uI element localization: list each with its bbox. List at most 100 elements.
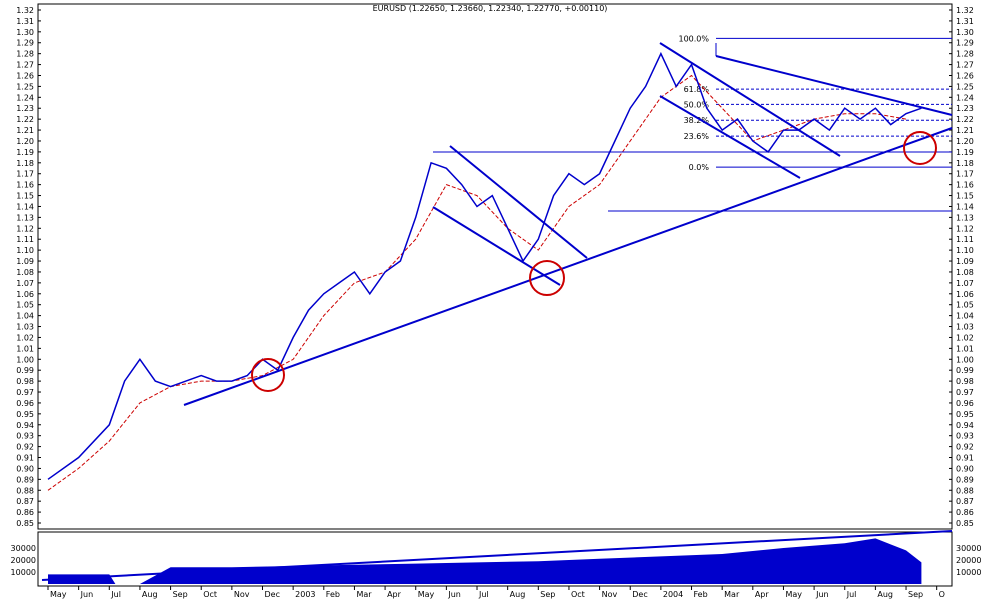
price-tick-label: 1.05 [16, 301, 34, 310]
price-tick-label: 1.10 [16, 246, 34, 255]
time-tick-label: Feb [694, 590, 708, 599]
time-tick-label: Sep [540, 590, 555, 599]
price-tick-label: 1.11 [16, 235, 34, 244]
price-tick-label: 0.97 [16, 388, 34, 397]
time-tick-label: May [418, 590, 435, 599]
price-tick-label: 1.02 [16, 333, 34, 342]
price-tick-label: 0.89 [16, 475, 34, 484]
price-tick-label: 1.32 [16, 6, 34, 15]
volume-tick-label: 10000 [956, 568, 981, 577]
fib-level-label: 0.0% [689, 163, 710, 172]
price-tick-label: 1.27 [16, 61, 34, 70]
fib-level-label: 61.8% [684, 85, 710, 94]
price-tick-label: 1.07 [16, 279, 34, 288]
price-tick-label: 1.06 [956, 290, 974, 299]
price-tick-label: 1.29 [956, 39, 974, 48]
time-tick-label: Aug [510, 590, 526, 599]
time-tick-label: Apr [755, 590, 770, 599]
volume-panel-frame [37, 531, 953, 587]
price-tick-label: 0.87 [956, 497, 974, 506]
price-tick-label: 1.08 [956, 268, 974, 277]
fib-level-label: 100.0% [678, 34, 709, 43]
moving-average-line [47, 74, 907, 491]
time-tick-label: Jun [447, 590, 461, 599]
price-tick-label: 1.23 [16, 104, 34, 113]
price-tick-label: 1.30 [16, 28, 34, 37]
price-tick-label: 1.14 [16, 202, 34, 211]
price-tick-label: 1.02 [956, 333, 974, 342]
price-tick-label: 1.20 [956, 137, 974, 146]
highlight-circles [251, 131, 937, 392]
time-tick-label: Nov [602, 590, 618, 599]
price-tick-label: 1.21 [16, 126, 34, 135]
price-tick-label: 1.28 [956, 50, 974, 59]
price-tick-label: 0.87 [16, 497, 34, 506]
volume-axis: 10000 10000 20000 20000 30000 30000 [11, 544, 982, 577]
price-tick-label: 1.00 [956, 355, 974, 364]
volume-bars [48, 538, 922, 584]
time-tick-label: Oct [571, 590, 585, 599]
trendline-triangle-upper [715, 55, 953, 116]
price-tick-label: 1.18 [956, 159, 974, 168]
price-axis-right: 0.85 0.86 0.87 0.88 0.89 0.900.91 0.92 0.93 0.94… [949, 6, 974, 528]
time-tick-label: Dec [265, 590, 280, 599]
time-tick-label: Apr [387, 590, 402, 599]
price-tick-label: 1.22 [956, 115, 974, 124]
time-tick-label: 2003 [295, 590, 315, 599]
price-tick-label: 1.26 [16, 71, 34, 80]
time-tick-label: Mar [356, 590, 372, 599]
price-tick-label: 0.86 [956, 508, 974, 517]
price-tick-label: 1.16 [16, 181, 34, 190]
price-tick-label: 1.12 [956, 224, 974, 233]
price-tick-label: 1.04 [16, 312, 34, 321]
price-tick-label: 0.92 [956, 443, 974, 452]
price-tick-label: 0.98 [16, 377, 34, 386]
time-tick-label: May [785, 590, 802, 599]
chart-title: EURUSD (1.22650, 1.23660, 1.22340, 1.227… [373, 4, 608, 13]
volume-tick-label: 30000 [11, 544, 36, 553]
price-tick-label: 1.19 [956, 148, 974, 157]
price-tick-label: 1.10 [956, 246, 974, 255]
price-tick-label: 1.28 [16, 50, 34, 59]
price-tick-label: 1.15 [16, 192, 34, 201]
price-tick-label: 1.15 [956, 192, 974, 201]
price-tick-label: 1.20 [16, 137, 34, 146]
price-tick-label: 0.89 [956, 475, 974, 484]
price-tick-label: 1.23 [956, 104, 974, 113]
fib-level-label: 38.2% [684, 116, 710, 125]
fibonacci-retracement: 100.0% 61.8% 50.0% 38.2% 23.6% 0.0% [678, 34, 952, 172]
highlight-circle-dec-2002 [251, 358, 285, 392]
time-tick-label: Jun [80, 590, 94, 599]
price-tick-label: 0.90 [956, 464, 974, 473]
price-tick-label: 0.90 [16, 464, 34, 473]
price-tick-label: 0.99 [16, 366, 34, 375]
price-tick-label: 0.93 [956, 432, 974, 441]
price-tick-label: 1.13 [956, 213, 974, 222]
price-tick-label: 1.17 [16, 170, 34, 179]
price-tick-label: 0.98 [956, 377, 974, 386]
price-tick-label: 1.09 [956, 257, 974, 266]
price-tick-label: 1.18 [16, 159, 34, 168]
trendline-major-support [183, 127, 953, 406]
price-tick-label: 1.03 [16, 323, 34, 332]
time-tick-label: Feb [326, 590, 340, 599]
time-tick-label: Jul [110, 590, 121, 599]
price-tick-label: 0.91 [956, 454, 974, 463]
time-tick-label: Aug [142, 590, 158, 599]
price-tick-label: 1.31 [16, 17, 34, 26]
price-tick-label: 0.97 [956, 388, 974, 397]
price-tick-label: 1.11 [956, 235, 974, 244]
price-tick-label: 1.17 [956, 170, 974, 179]
price-tick-label: 0.96 [956, 399, 974, 408]
time-tick-label: Sep [173, 590, 188, 599]
time-tick-label: May [50, 590, 67, 599]
price-tick-label: 0.88 [16, 486, 34, 495]
price-tick-label: 0.86 [16, 508, 34, 517]
price-tick-label: 0.94 [956, 421, 974, 430]
time-tick-label: O [939, 590, 945, 599]
price-tick-label: 1.06 [16, 290, 34, 299]
price-tick-label: 1.29 [16, 39, 34, 48]
price-series-line [47, 51, 922, 480]
price-tick-label: 0.85 [16, 519, 34, 528]
